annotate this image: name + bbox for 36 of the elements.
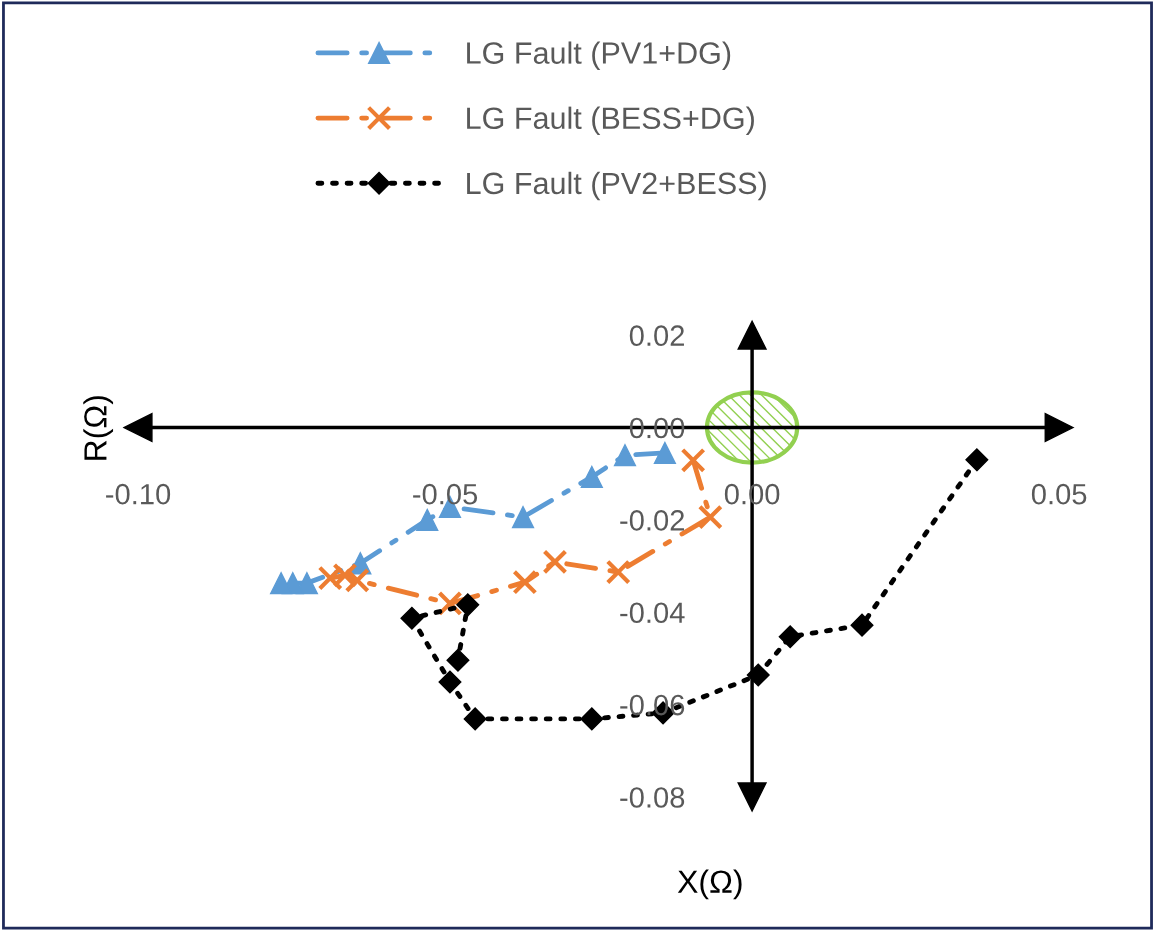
- point: [605, 559, 631, 585]
- point: [446, 648, 470, 672]
- point: [613, 444, 637, 467]
- point: [269, 572, 293, 595]
- point: [511, 505, 535, 529]
- point: [580, 707, 604, 731]
- point: [463, 707, 487, 731]
- y-tick-label: -0.02: [620, 510, 684, 531]
- x-tick-label: -0.10: [106, 483, 171, 505]
- point: [332, 562, 358, 588]
- y-axis-title: R(Ω): [83, 396, 114, 460]
- point: [965, 448, 989, 472]
- point: [317, 565, 343, 591]
- point: [580, 465, 603, 489]
- point: [438, 670, 462, 694]
- point: [680, 447, 706, 473]
- point: [416, 508, 439, 531]
- point: [850, 613, 874, 637]
- x-tick-label: -0.05: [413, 483, 478, 505]
- point: [653, 441, 677, 465]
- point: [456, 593, 480, 617]
- point: [512, 569, 538, 595]
- point: [400, 606, 424, 630]
- y-tick-label: -0.04: [620, 602, 685, 624]
- point: [778, 625, 802, 649]
- x-tick-label: 0.05: [1031, 483, 1087, 505]
- legend-label: LG Fault (PV1+DG): [467, 41, 731, 70]
- point: [746, 663, 770, 687]
- point: [697, 504, 723, 530]
- legend-label: LG Fault (PV2+BESS): [467, 171, 766, 201]
- legend-label: LG Fault (BESS+DG): [467, 106, 754, 136]
- point: [542, 549, 568, 575]
- x-axis-title: X(Ω): [677, 869, 742, 900]
- y-tick-label: 0.02: [629, 325, 684, 347]
- point: [344, 567, 370, 593]
- y-tick-label: -0.08: [620, 787, 685, 808]
